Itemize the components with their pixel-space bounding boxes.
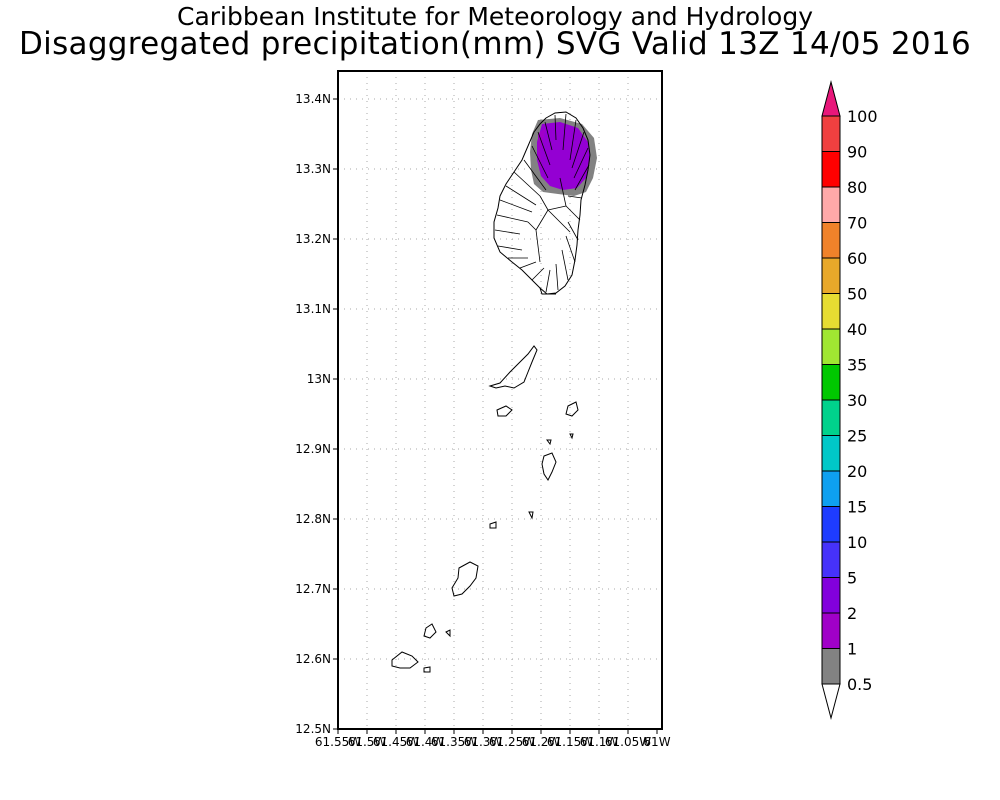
palm-island	[423, 666, 431, 673]
colorbar-cap-top	[821, 80, 841, 117]
colorbar-label: 100	[847, 107, 878, 126]
colorbar-label: 25	[847, 427, 867, 446]
lat-tick-label: 13.2N	[295, 232, 331, 246]
chart-title-institute: Caribbean Institute for Meteorology and …	[177, 2, 813, 31]
colorbar-cap-bottom	[821, 683, 841, 720]
colorbar-swatch	[821, 186, 841, 223]
lon-tick-label: 61.2W	[522, 735, 561, 749]
bequia-island	[488, 345, 538, 389]
lon-tick-label: 61.5W	[348, 735, 387, 749]
lat-tick-label: 12.8N	[295, 512, 331, 526]
lat-tick-label: 12.7N	[295, 582, 331, 596]
colorbar-label: 80	[847, 178, 867, 197]
precipitation-field	[530, 118, 597, 196]
grenadines-islands	[391, 345, 579, 673]
lon-tick-label: 61.3W	[464, 735, 503, 749]
map-gridlines	[338, 71, 662, 729]
colorbar-swatch	[821, 435, 841, 472]
mayreau-island	[423, 623, 437, 639]
lon-tick-label: 61.25W	[489, 735, 535, 749]
precipitation-colorbar: 100 90 80 70 60 50 40 35 30 25 20 15 10 5 2 1 0.5	[821, 80, 878, 720]
colorbar-label: 15	[847, 498, 867, 517]
colorbar-swatch	[821, 364, 841, 401]
colorbar-swatch	[821, 612, 841, 649]
colorbar-swatch	[821, 328, 841, 365]
chart-title-product: Disaggregated precipitation(mm) SVG Vali…	[18, 26, 972, 62]
latitude-labels: 13.4N 13.3N 13.2N 13.1N 13N 12.9N 12.8N 12.7N 12…	[295, 92, 338, 736]
tobago-cays	[445, 433, 574, 638]
union-island	[391, 651, 419, 669]
colorbar-label: 40	[847, 320, 867, 339]
colorbar-swatch	[821, 115, 841, 152]
colorbar-label: 1	[847, 640, 857, 659]
colorbar-label: 20	[847, 462, 867, 481]
colorbar-swatch	[821, 648, 841, 685]
lat-tick-label: 13.1N	[295, 302, 331, 316]
lon-tick-label: 61.35W	[431, 735, 477, 749]
south-coast	[539, 287, 556, 295]
lat-tick-label: 12.6N	[295, 652, 331, 666]
colorbar-swatch	[821, 577, 841, 614]
colorbar-label: 5	[847, 569, 857, 588]
colorbar-swatch	[821, 541, 841, 578]
petit-mustique	[528, 511, 534, 520]
colorbar-label: 10	[847, 533, 867, 552]
isle-a-quatre	[496, 405, 513, 417]
petit-canouan	[489, 521, 497, 529]
canouan-island	[451, 561, 479, 597]
lat-tick-label: 12.5N	[295, 722, 331, 736]
lat-tick-label: 13.3N	[295, 162, 331, 176]
colorbar-swatch	[821, 222, 841, 259]
colorbar-label: 30	[847, 391, 867, 410]
map-frame	[337, 70, 663, 730]
lon-tick-label: 61.15W	[547, 735, 593, 749]
lon-tick-label: 61.55W	[315, 735, 361, 749]
lat-tick-label: 12.9N	[295, 442, 331, 456]
colorbar-label: 70	[847, 214, 867, 233]
lon-tick-label: 61.1W	[580, 735, 619, 749]
colorbar-swatch	[821, 506, 841, 543]
colorbar-swatch	[821, 293, 841, 330]
lon-tick-label: 61.05W	[605, 735, 651, 749]
lon-tick-label: 61.4W	[406, 735, 445, 749]
mustique-island	[541, 452, 557, 481]
lat-tick-label: 13.4N	[295, 92, 331, 106]
baliceaux-island	[565, 401, 579, 417]
colorbar-label: 2	[847, 604, 857, 623]
colorbar-swatch	[821, 257, 841, 294]
colorbar-swatch	[821, 399, 841, 436]
st-vincent-island	[493, 111, 591, 295]
colorbar-label: 90	[847, 143, 867, 162]
colorbar-swatch	[821, 470, 841, 507]
drainage-lines	[494, 113, 590, 293]
colorbar-label: 35	[847, 356, 867, 375]
longitude-labels: 61.55W61.5W61.45W61.4W61.35W61.3W61.25W6…	[315, 729, 671, 749]
colorbar-label: 0.5	[847, 675, 872, 694]
colorbar-label: 60	[847, 249, 867, 268]
lon-tick-label: 61W	[643, 735, 670, 749]
lon-tick-label: 61.45W	[373, 735, 419, 749]
colorbar-swatch	[821, 151, 841, 188]
lat-tick-label: 13N	[307, 372, 331, 386]
colorbar-label: 50	[847, 285, 867, 304]
